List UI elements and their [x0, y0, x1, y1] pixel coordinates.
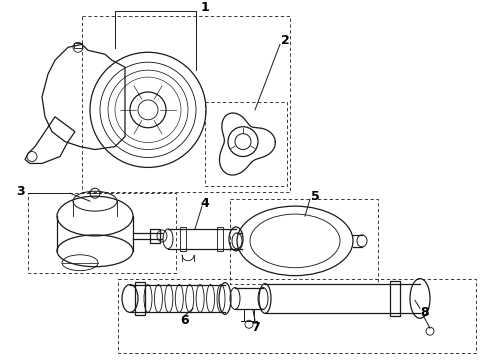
Bar	[28, 193, 176, 273]
Text: 6: 6	[181, 314, 189, 327]
Bar	[205, 102, 287, 186]
Bar	[82, 15, 290, 192]
Text: 5: 5	[311, 190, 319, 203]
Bar	[230, 199, 378, 284]
Text: 3: 3	[16, 185, 24, 198]
Text: 2: 2	[281, 34, 290, 47]
Bar	[217, 227, 223, 251]
Bar	[118, 279, 476, 353]
Bar	[135, 282, 145, 315]
Text: 8: 8	[421, 306, 429, 319]
Text: 7: 7	[250, 321, 259, 334]
Text: 4: 4	[200, 197, 209, 210]
Text: 1: 1	[200, 1, 209, 14]
Bar	[390, 280, 400, 316]
Bar	[180, 227, 186, 251]
Bar	[150, 229, 160, 243]
Bar	[74, 43, 82, 48]
